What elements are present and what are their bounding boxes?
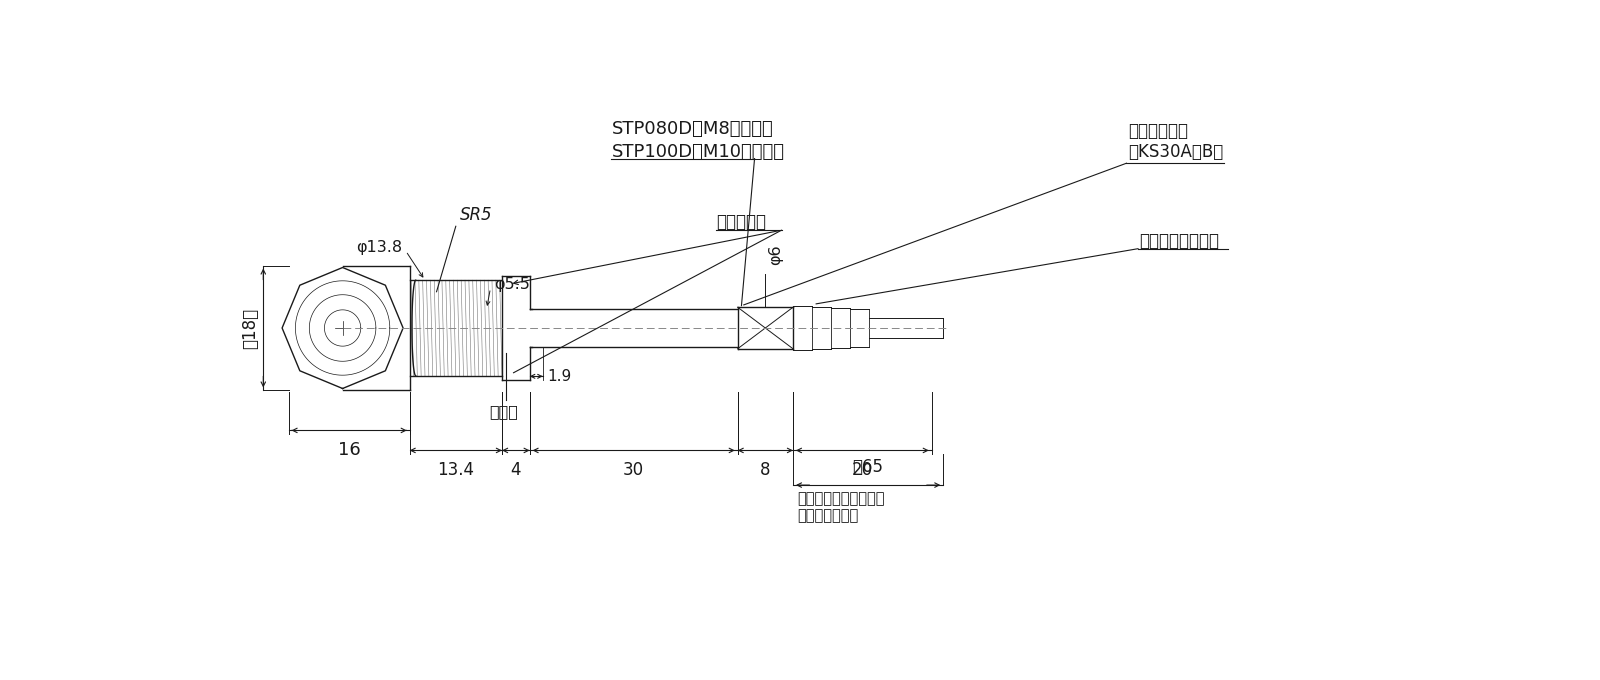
Text: 8: 8 <box>760 461 771 479</box>
Text: 30: 30 <box>622 461 645 479</box>
Text: スキマ: スキマ <box>490 405 518 420</box>
Text: （18）: （18） <box>242 307 259 349</box>
Text: φ6: φ6 <box>768 244 782 265</box>
Text: 20: 20 <box>851 461 874 479</box>
Text: 16: 16 <box>338 441 360 459</box>
Text: 13.4: 13.4 <box>437 461 474 479</box>
Text: STP080D：M8（並目）: STP080D：M8（並目） <box>613 120 774 138</box>
Text: SR5: SR5 <box>459 206 493 224</box>
Text: ブーツ保護: ブーツ保護 <box>717 212 766 231</box>
Text: （KS30A／B）: （KS30A／B） <box>1128 143 1224 161</box>
Text: φ5.5: φ5.5 <box>494 277 530 292</box>
Text: STP100D：M10（並目）: STP100D：M10（並目） <box>613 143 786 161</box>
Text: 約65: 約65 <box>853 458 883 476</box>
Text: カートリッジ: カートリッジ <box>1128 122 1187 139</box>
Text: φ13.8: φ13.8 <box>355 239 402 254</box>
Text: 1.9: 1.9 <box>547 369 571 384</box>
Text: 4: 4 <box>510 461 522 479</box>
Text: カートリッジ取外しに
要するスペース: カートリッジ取外しに 要するスペース <box>797 491 885 524</box>
Text: コードプロテクタ: コードプロテクタ <box>1139 232 1219 250</box>
